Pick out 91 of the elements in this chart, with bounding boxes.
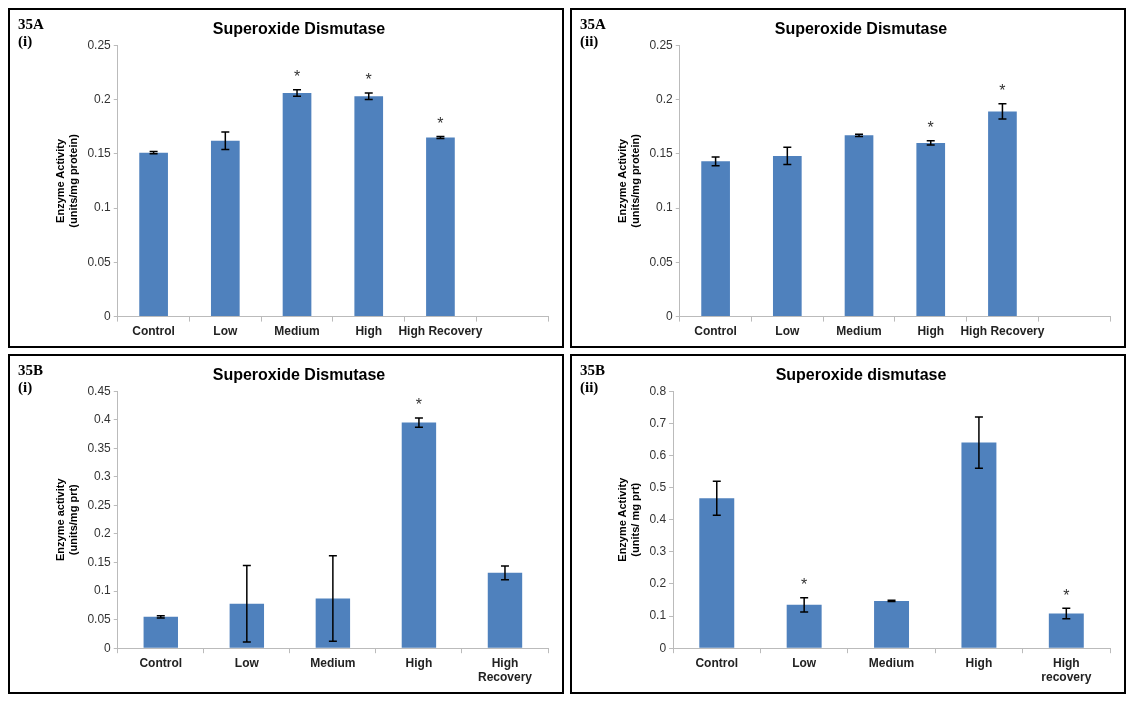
y-tick-label: 0 bbox=[104, 640, 112, 655]
y-tick-label: 0.3 bbox=[94, 469, 112, 484]
y-tick-label: 0.5 bbox=[649, 479, 667, 494]
y-tick-label: 0.1 bbox=[649, 608, 667, 623]
x-tick-label: Control bbox=[694, 324, 737, 339]
bar bbox=[988, 111, 1017, 317]
x-tick-label: Low bbox=[213, 324, 238, 339]
x-tick-label: Low bbox=[234, 655, 260, 670]
x-tick-label: Control bbox=[132, 324, 175, 339]
x-tick-label: Medium bbox=[274, 324, 320, 339]
y-tick-label: 0.25 bbox=[649, 37, 674, 52]
x-tick-label: Medium bbox=[836, 324, 882, 339]
y-tick-label: 0.35 bbox=[87, 440, 112, 455]
bar bbox=[139, 152, 168, 317]
y-tick-label: 0 bbox=[666, 308, 674, 323]
annotation: * bbox=[999, 82, 1006, 100]
bar bbox=[143, 616, 178, 648]
y-tick-label: 0.25 bbox=[87, 497, 112, 512]
bar bbox=[961, 442, 997, 648]
x-tick-label: High bbox=[405, 655, 433, 670]
bar bbox=[916, 142, 946, 317]
y-tick-label: 0.15 bbox=[649, 146, 674, 161]
chart-title: Superoxide dismutase bbox=[775, 366, 947, 384]
x-tick-label: High recovery bbox=[1041, 655, 1092, 685]
bar bbox=[1048, 613, 1084, 648]
y-tick-label: 0.1 bbox=[94, 200, 112, 215]
y-tick-label: 0.2 bbox=[94, 91, 112, 106]
x-tick-label: High Recovery bbox=[477, 655, 533, 685]
chart-title: Superoxide Dismutase bbox=[212, 20, 386, 38]
x-tick-label: High bbox=[917, 324, 945, 339]
x-tick-label: High Recovery bbox=[960, 324, 1045, 339]
bar bbox=[426, 137, 455, 317]
bar bbox=[282, 92, 312, 317]
y-tick-label: 0.4 bbox=[94, 412, 112, 427]
bar bbox=[487, 572, 523, 648]
y-tick-label: 0.05 bbox=[649, 254, 674, 269]
text: 35A (ii) bbox=[580, 16, 606, 50]
y-tick-label: 0.2 bbox=[656, 91, 674, 106]
bar bbox=[699, 498, 735, 648]
x-tick-label: Low bbox=[775, 324, 800, 339]
x-tick-label: High Recovery bbox=[398, 324, 483, 339]
chart-title: Superoxide Dismutase bbox=[212, 366, 386, 384]
y-tick-label: 0.05 bbox=[87, 254, 112, 269]
bar bbox=[210, 140, 240, 317]
y-tick-label: 0 bbox=[659, 640, 667, 655]
x-tick-label: High bbox=[965, 655, 993, 670]
annotation: * bbox=[437, 114, 444, 132]
y-tick-label: 0.6 bbox=[649, 447, 667, 462]
y-tick-label: 0.15 bbox=[87, 554, 112, 569]
y-tick-label: 0.25 bbox=[87, 37, 112, 52]
x-tick-label: Medium bbox=[310, 655, 356, 670]
text: 35B (ii) bbox=[580, 362, 606, 396]
y-tick-label: 0.1 bbox=[656, 200, 674, 215]
x-tick-label: Medium bbox=[868, 655, 915, 670]
y-axis-title: Enzyme Activity (units/ mg prt) bbox=[615, 476, 641, 562]
y-tick-label: 0.8 bbox=[649, 383, 667, 398]
bar bbox=[401, 422, 437, 648]
bar bbox=[844, 135, 874, 317]
y-axis-title: Enzyme Activity (units/mg protein) bbox=[53, 133, 79, 228]
annotation: * bbox=[293, 68, 301, 86]
y-tick-label: 0 bbox=[104, 308, 112, 323]
bar bbox=[701, 161, 730, 317]
bar bbox=[229, 603, 265, 648]
y-tick-label: 0.15 bbox=[87, 146, 112, 161]
x-tick-label: High bbox=[355, 324, 383, 339]
y-tick-label: 0.7 bbox=[649, 415, 667, 430]
x-tick-label: Control bbox=[139, 655, 183, 670]
y-tick-label: 0.05 bbox=[87, 611, 112, 626]
y-tick-label: 0.4 bbox=[649, 512, 667, 527]
bar bbox=[315, 598, 351, 648]
chart-title: Superoxide Dismutase bbox=[774, 20, 948, 38]
annotation: * bbox=[1063, 586, 1070, 604]
x-tick-label: Low bbox=[792, 655, 817, 670]
annotation: * bbox=[415, 396, 423, 414]
y-axis-title: Enzyme Activity (units/mg protein) bbox=[615, 133, 641, 228]
y-tick-label: 0.1 bbox=[94, 583, 112, 598]
x-tick-label: Control bbox=[695, 655, 739, 670]
y-tick-label: 0.3 bbox=[649, 544, 667, 559]
y-tick-label: 0.2 bbox=[649, 576, 667, 591]
bar bbox=[874, 600, 910, 648]
annotation: * bbox=[927, 119, 934, 137]
y-tick-label: 0.2 bbox=[94, 526, 112, 541]
annotation: * bbox=[801, 576, 808, 594]
bar bbox=[772, 155, 802, 317]
y-tick-label: 0.45 bbox=[87, 383, 112, 398]
text: 35B (i) bbox=[18, 362, 44, 396]
bar bbox=[786, 604, 822, 648]
text: 35A (i) bbox=[18, 16, 44, 50]
annotation: * bbox=[365, 71, 372, 89]
y-axis-title: Enzyme activity (units/mg prt) bbox=[53, 477, 79, 561]
bar bbox=[354, 96, 384, 317]
